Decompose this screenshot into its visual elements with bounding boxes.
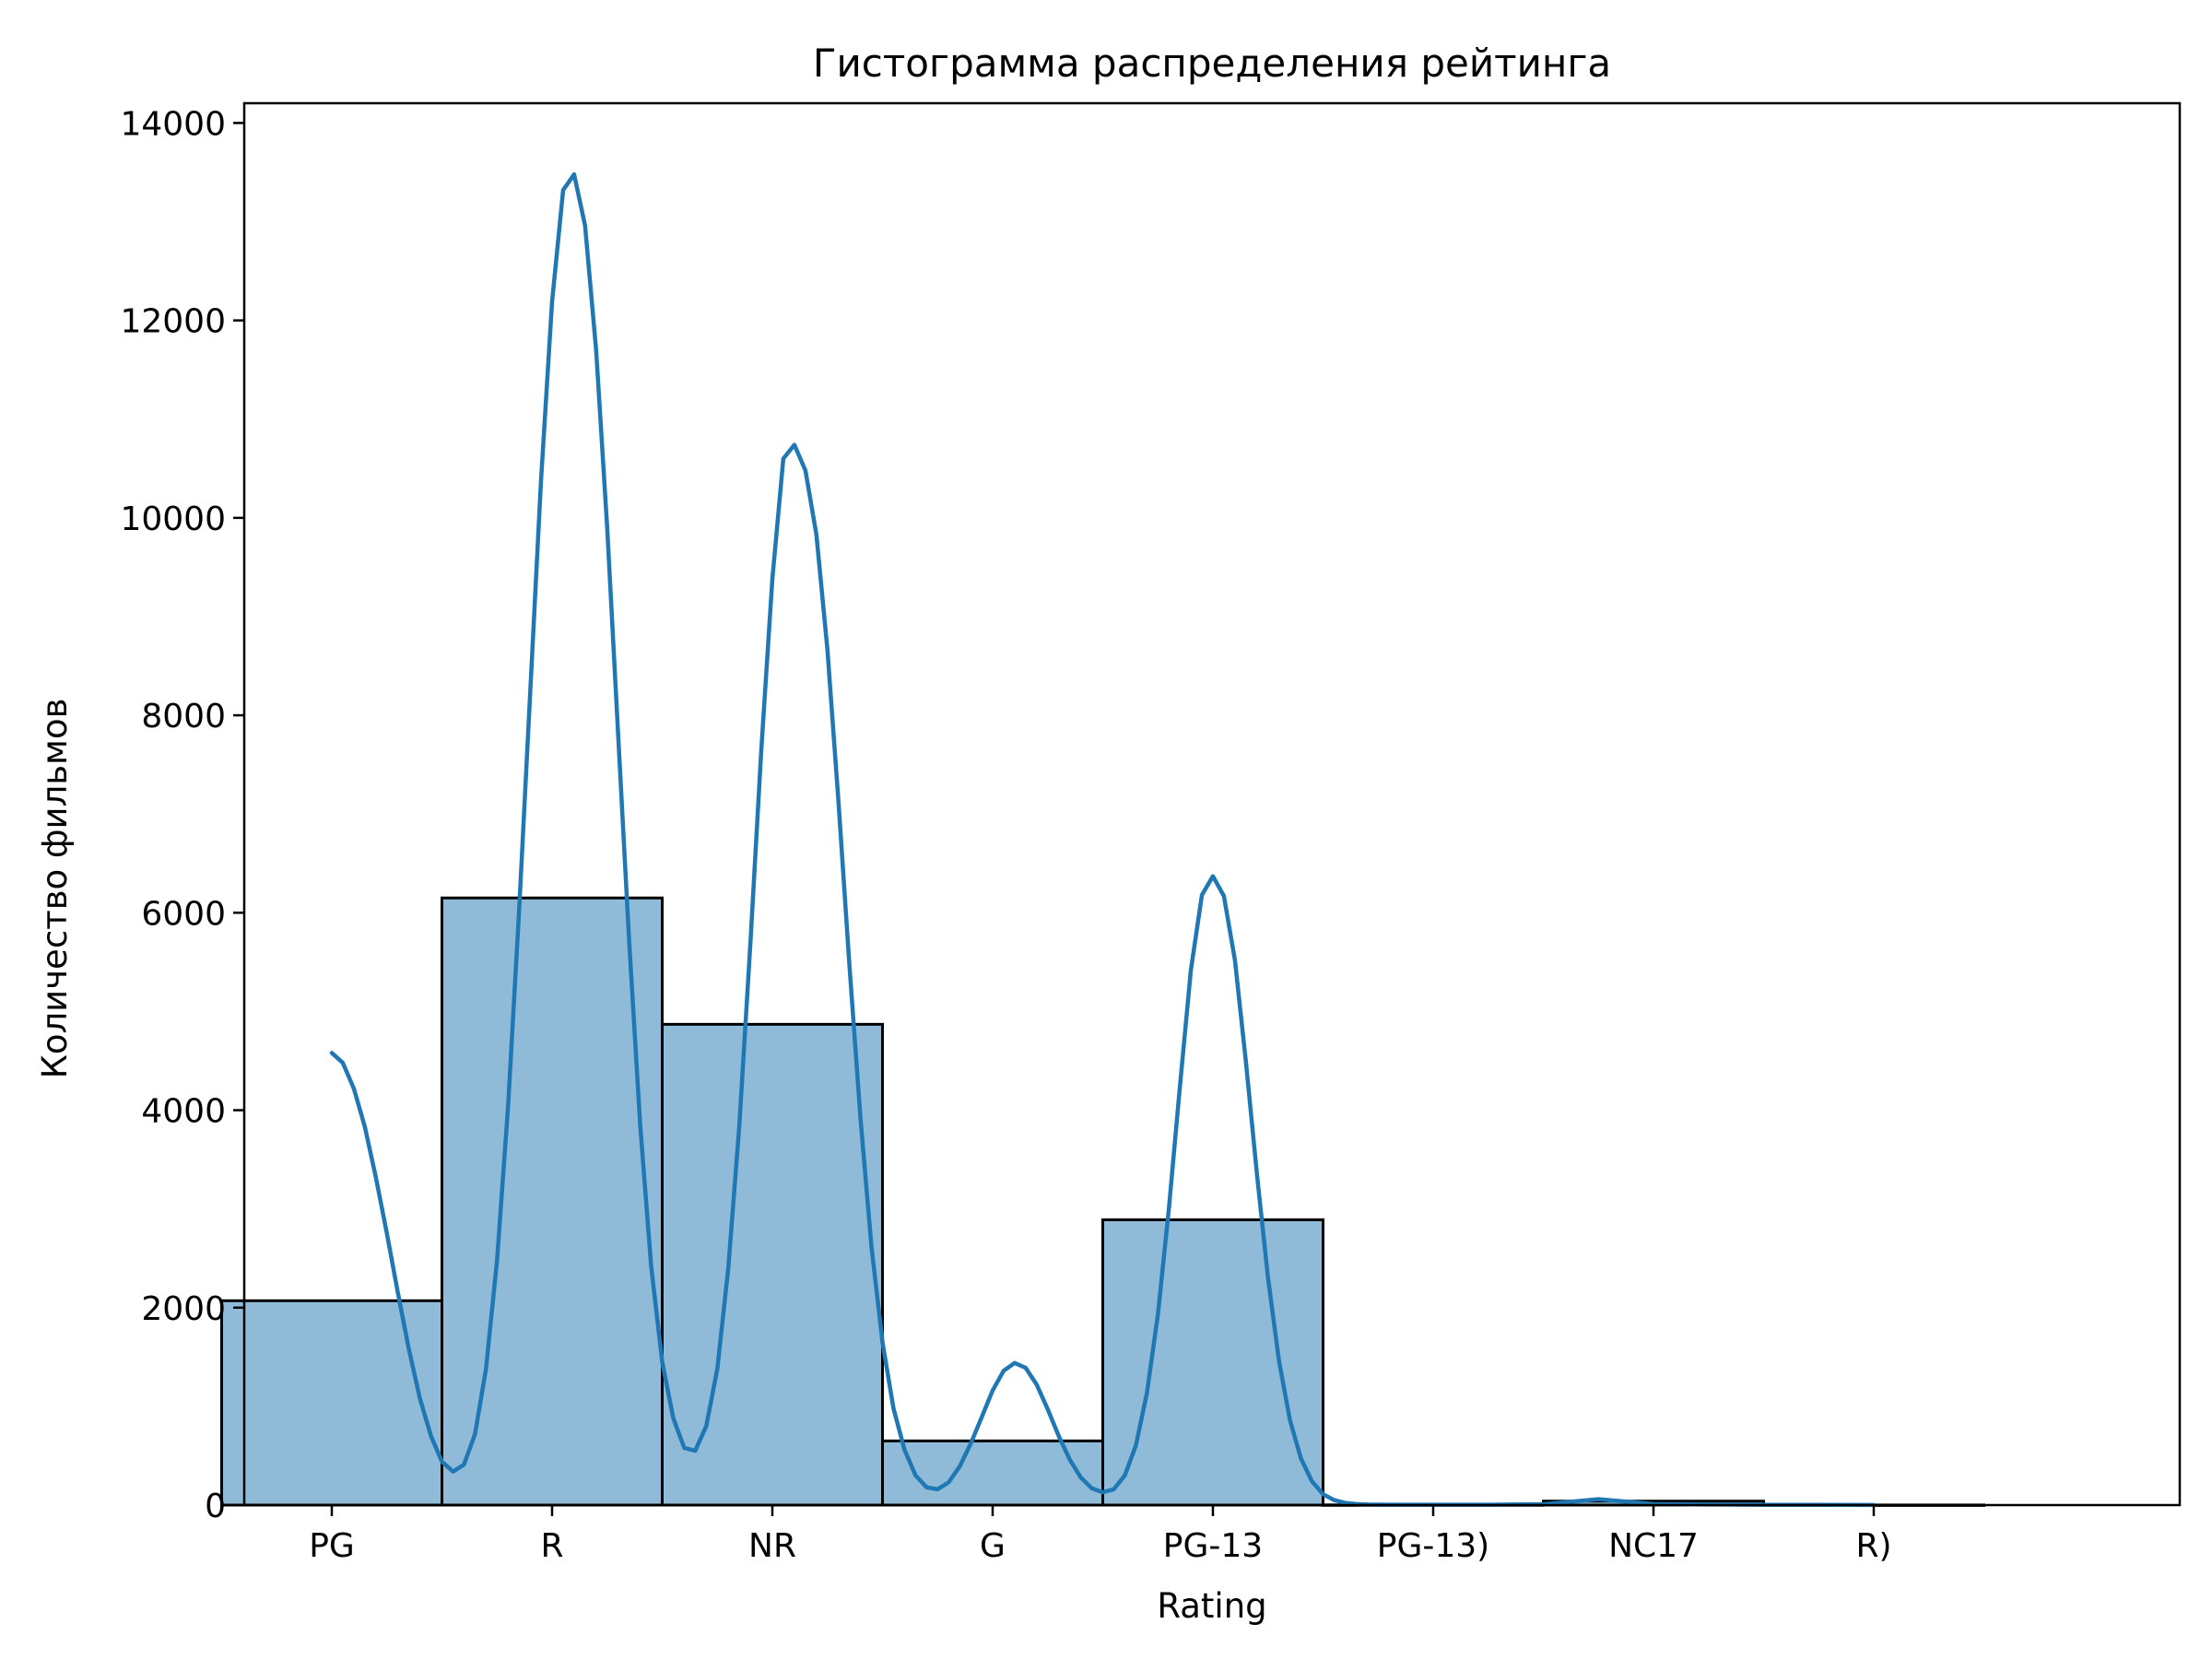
- y-tick-label: 14000: [120, 105, 226, 143]
- bar-pg: [220, 1299, 443, 1507]
- bar-r: [441, 896, 664, 1507]
- x-tick-label: NC17: [1608, 1527, 1699, 1565]
- x-tick-label: PG-13: [1163, 1527, 1263, 1565]
- y-axis-label: Количество фильмов: [35, 699, 75, 1079]
- bar-pg13: [1101, 1218, 1324, 1507]
- x-tick-label: R): [1855, 1527, 1891, 1565]
- x-tick-label: NR: [748, 1527, 796, 1565]
- bar-nr: [661, 1022, 884, 1507]
- y-tick-label: 6000: [141, 895, 226, 933]
- y-tick-label: 10000: [120, 500, 226, 538]
- y-tick-label: 12000: [120, 303, 226, 341]
- x-tick-label: G: [980, 1527, 1006, 1565]
- y-tick-label: 4000: [141, 1093, 226, 1131]
- ticks-group: 0 2000 4000 6000 8000 10000 12000 14000 PG R NR G PG…: [120, 105, 1891, 1565]
- y-tick-label: 8000: [141, 698, 226, 735]
- x-tick-label: PG-13): [1377, 1527, 1489, 1565]
- chart-title: Гистограмма распределения рейтинга: [813, 41, 1611, 86]
- x-axis-label: Rating: [1157, 1586, 1266, 1626]
- kde-line: [329, 171, 1877, 1508]
- y-tick-label: 2000: [141, 1290, 226, 1328]
- kde-group: [329, 171, 1877, 1508]
- x-tick-label: PG: [309, 1527, 355, 1565]
- y-tick-label: 0: [205, 1488, 226, 1525]
- x-tick-label: R: [540, 1527, 563, 1565]
